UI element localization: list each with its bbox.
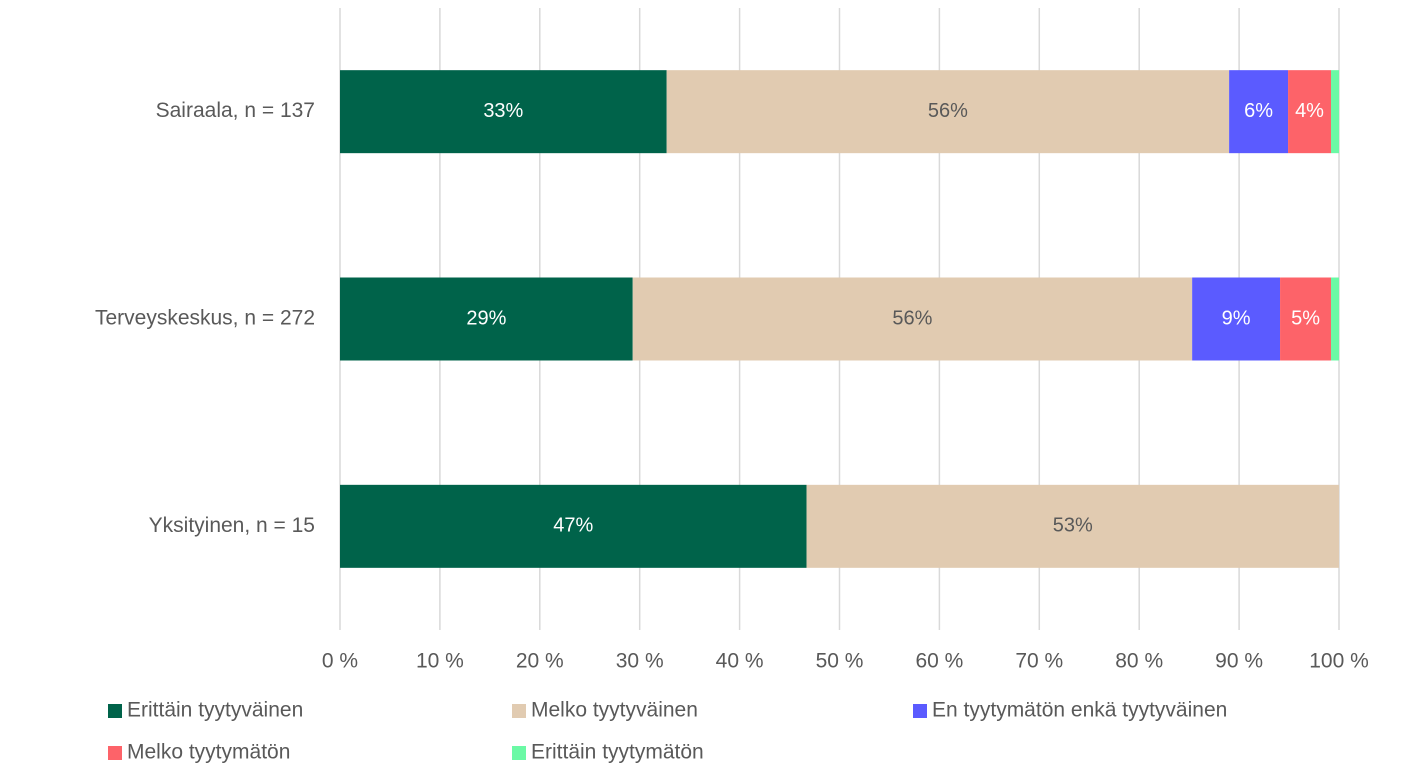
x-tick-label: 60 % bbox=[915, 650, 963, 673]
bar-segment bbox=[1288, 70, 1332, 154]
bar-segment bbox=[1331, 277, 1339, 361]
bar-segment bbox=[806, 484, 1339, 568]
category-label: Terveyskeskus, n = 272 bbox=[95, 307, 315, 330]
legend-swatch bbox=[108, 704, 122, 718]
legend-swatch bbox=[913, 704, 927, 718]
legend-label: Erittäin tyytymätön bbox=[531, 741, 704, 764]
x-tick-label: 50 % bbox=[816, 650, 864, 673]
data-label: 6% bbox=[1244, 100, 1273, 122]
x-tick-label: 100 % bbox=[1309, 650, 1369, 673]
x-tick-label: 70 % bbox=[1015, 650, 1063, 673]
bar-segment bbox=[340, 70, 667, 154]
data-label: 53% bbox=[1053, 515, 1093, 537]
bar-segment bbox=[666, 70, 1230, 154]
bar-segment bbox=[340, 277, 633, 361]
legend-label: Melko tyytyväinen bbox=[531, 699, 698, 722]
bar-segment bbox=[1331, 70, 1339, 154]
legend-swatch bbox=[108, 746, 122, 760]
x-tick-label: 40 % bbox=[716, 650, 764, 673]
x-tick-label: 80 % bbox=[1115, 650, 1163, 673]
x-tick-label: 20 % bbox=[516, 650, 564, 673]
bar-segment bbox=[1280, 277, 1332, 361]
category-label: Sairaala, n = 137 bbox=[156, 99, 315, 122]
legend-label: Erittäin tyytyväinen bbox=[127, 699, 303, 722]
legend-label: Melko tyytymätön bbox=[127, 741, 290, 764]
bar-segment bbox=[1229, 70, 1289, 154]
data-label: 5% bbox=[1291, 307, 1320, 329]
data-label: 47% bbox=[553, 515, 593, 537]
legend-label: En tyytymätön enkä tyytyväinen bbox=[932, 699, 1227, 722]
data-label: 9% bbox=[1222, 307, 1251, 329]
x-tick-label: 30 % bbox=[616, 650, 664, 673]
data-label: 56% bbox=[892, 307, 932, 329]
data-label: 56% bbox=[928, 100, 968, 122]
data-label: 33% bbox=[483, 100, 523, 122]
data-label: 4% bbox=[1295, 100, 1324, 122]
x-tick-label: 90 % bbox=[1215, 650, 1263, 673]
x-tick-label: 10 % bbox=[416, 650, 464, 673]
legend-swatch bbox=[512, 746, 526, 760]
legend-swatch bbox=[512, 704, 526, 718]
data-label: 29% bbox=[466, 307, 506, 329]
x-tick-label: 0 % bbox=[322, 650, 358, 673]
category-label: Yksityinen, n = 15 bbox=[149, 514, 315, 537]
bar-segment bbox=[1192, 277, 1281, 361]
bar-segment bbox=[340, 484, 807, 568]
bar-segment bbox=[632, 277, 1193, 361]
